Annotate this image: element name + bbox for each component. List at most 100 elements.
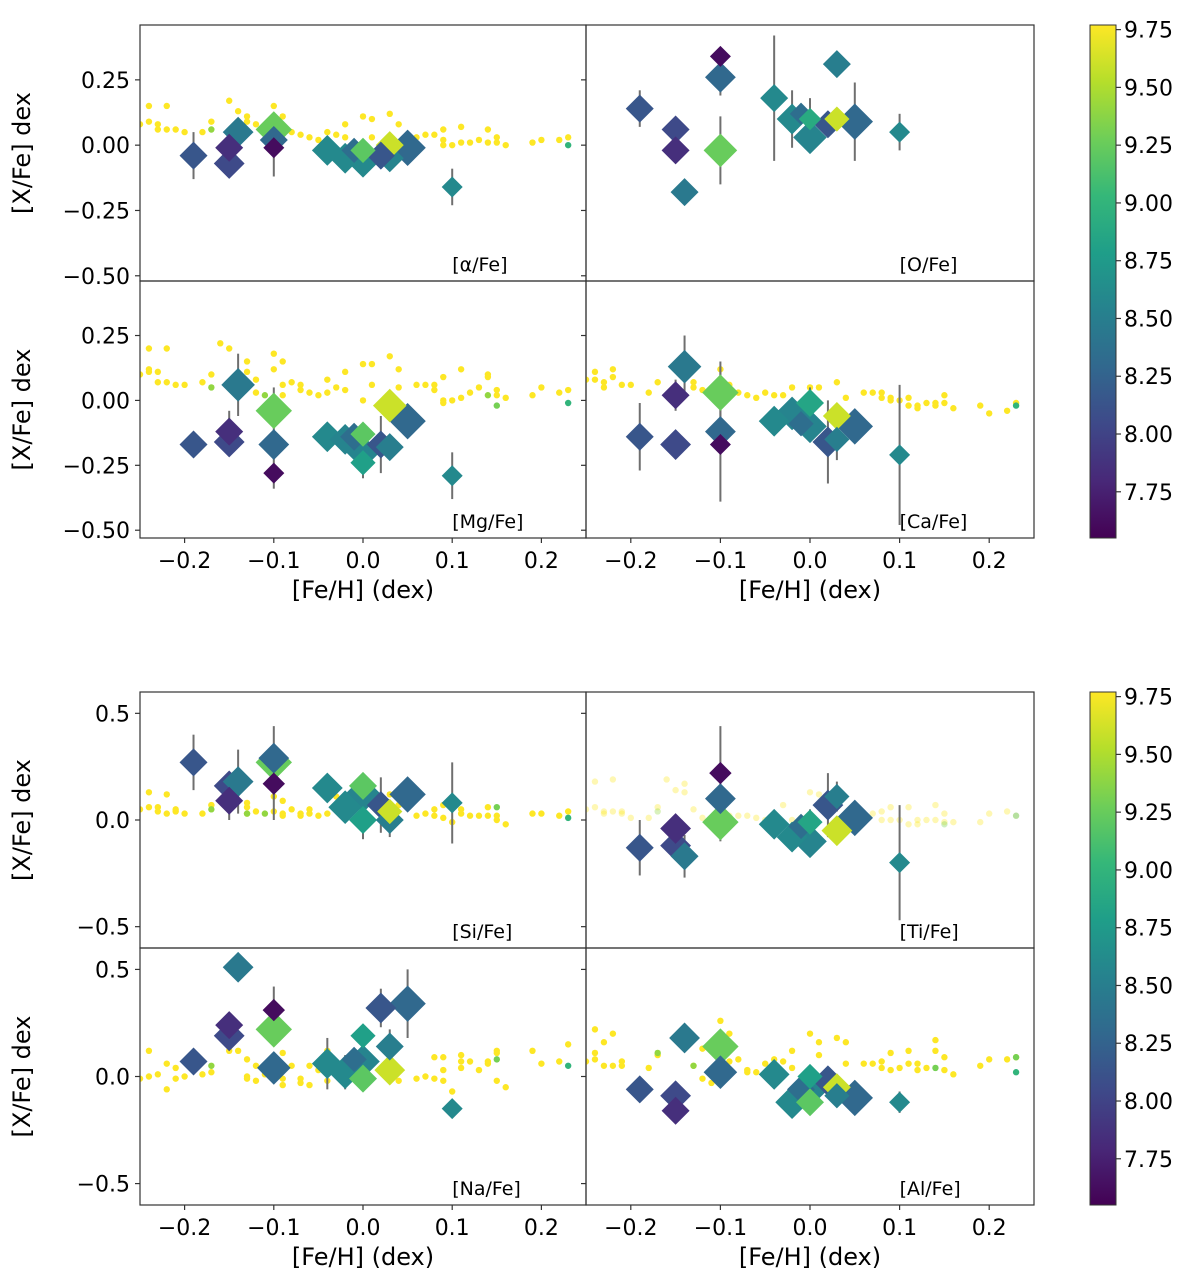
- star-marker: [822, 50, 851, 79]
- x-tick-label: −0.1: [247, 549, 300, 574]
- background-point: [422, 381, 429, 389]
- background-point: [762, 389, 769, 396]
- star-marker: [213, 148, 245, 179]
- background-point: [154, 1071, 162, 1078]
- star-marker: [215, 1011, 244, 1040]
- background-point: [887, 1066, 894, 1074]
- star-marker: [661, 381, 690, 410]
- background-point: [449, 397, 456, 404]
- background-point: [932, 816, 939, 824]
- background-point: [457, 1051, 465, 1059]
- colorbar-tick-label: 8.75: [1124, 917, 1173, 942]
- background-point: [484, 392, 492, 399]
- colorbar-tick-label: 7.75: [1124, 481, 1173, 506]
- background-point: [591, 1026, 599, 1033]
- background-point: [431, 1054, 438, 1061]
- star-marker: [836, 799, 873, 837]
- background-point: [493, 392, 500, 399]
- star-marker: [661, 115, 690, 144]
- background-point: [744, 1069, 751, 1076]
- background-point: [833, 1034, 841, 1042]
- background-point: [484, 1060, 492, 1067]
- background-point: [386, 353, 393, 360]
- star-marker: [670, 842, 699, 871]
- background-point: [564, 134, 572, 141]
- star-marker: [660, 429, 691, 460]
- colorbar-tick-label: 7.75: [1124, 1148, 1173, 1173]
- background-point: [431, 381, 438, 389]
- background-point: [449, 141, 456, 149]
- background-point: [199, 810, 206, 817]
- background-point: [744, 812, 751, 819]
- star-marker: [441, 792, 463, 814]
- star-marker: [889, 121, 911, 143]
- background-point: [172, 1075, 179, 1082]
- colorbar-tick-label: 9.75: [1124, 19, 1173, 44]
- star-marker: [375, 1032, 404, 1061]
- x-axis-label: [Fe/H] (dex): [739, 1243, 881, 1271]
- background-point: [145, 1073, 153, 1080]
- y-tick-label: −0.25: [63, 199, 130, 224]
- background-point: [270, 366, 277, 373]
- background-point: [208, 371, 215, 378]
- colorbar-tick-label: 9.25: [1124, 134, 1173, 159]
- star-marker: [821, 815, 853, 847]
- background-point: [1012, 402, 1020, 409]
- background-point: [324, 389, 331, 396]
- star-marker: [258, 742, 290, 774]
- background-point: [140, 1075, 144, 1082]
- background-point: [440, 1066, 447, 1074]
- background-point: [466, 1058, 474, 1065]
- background-point: [279, 812, 286, 819]
- background-point: [690, 379, 697, 386]
- star-marker: [263, 462, 285, 484]
- background-point: [208, 1062, 215, 1069]
- background-point: [475, 136, 483, 144]
- background-point: [538, 810, 545, 817]
- background-point: [618, 1062, 626, 1069]
- star-marker: [836, 103, 873, 140]
- x-tick-label: 0.0: [346, 549, 381, 574]
- background-point: [654, 379, 661, 386]
- y-tick-label: 0.0: [95, 1066, 130, 1091]
- background-point: [297, 386, 304, 394]
- axes-frame: [139, 280, 587, 539]
- y-tick-label: 0.25: [81, 325, 130, 350]
- star-marker: [263, 137, 285, 159]
- star-marker: [625, 94, 654, 123]
- background-point: [457, 1058, 465, 1065]
- star-marker: [660, 813, 691, 844]
- colorbar-tick-label: 8.25: [1124, 1032, 1173, 1057]
- star-marker: [215, 133, 244, 162]
- panel-label: [Mg/Fe]: [452, 511, 523, 533]
- background-point: [806, 1030, 814, 1037]
- star-marker: [709, 761, 732, 785]
- background-point: [457, 123, 465, 131]
- star-marker: [215, 786, 244, 815]
- x-axis-label: [Fe/H] (dex): [292, 576, 434, 604]
- background-point: [440, 373, 447, 381]
- background-point: [887, 816, 894, 824]
- star-marker: [702, 374, 739, 411]
- colorbar-tick-label: 9.00: [1124, 859, 1173, 884]
- background-point: [941, 810, 948, 817]
- panel-tife: [Ti/Fe]: [581, 691, 1035, 949]
- background-point: [681, 780, 688, 787]
- background-point: [431, 386, 438, 394]
- background-point: [591, 1049, 599, 1057]
- background-point: [297, 381, 304, 389]
- x-tick-label: 0.1: [435, 1216, 470, 1241]
- background-point: [609, 776, 617, 783]
- background-point: [654, 804, 661, 811]
- background-point: [753, 814, 760, 822]
- background-point: [586, 1058, 590, 1065]
- background-point: [431, 806, 438, 813]
- background-point: [140, 806, 144, 813]
- background-point: [788, 384, 796, 391]
- background-point: [932, 1064, 939, 1072]
- background-point: [941, 1054, 948, 1061]
- background-point: [502, 1084, 509, 1091]
- plot-area: [586, 726, 1020, 921]
- background-point: [324, 376, 331, 383]
- background-point: [878, 394, 885, 402]
